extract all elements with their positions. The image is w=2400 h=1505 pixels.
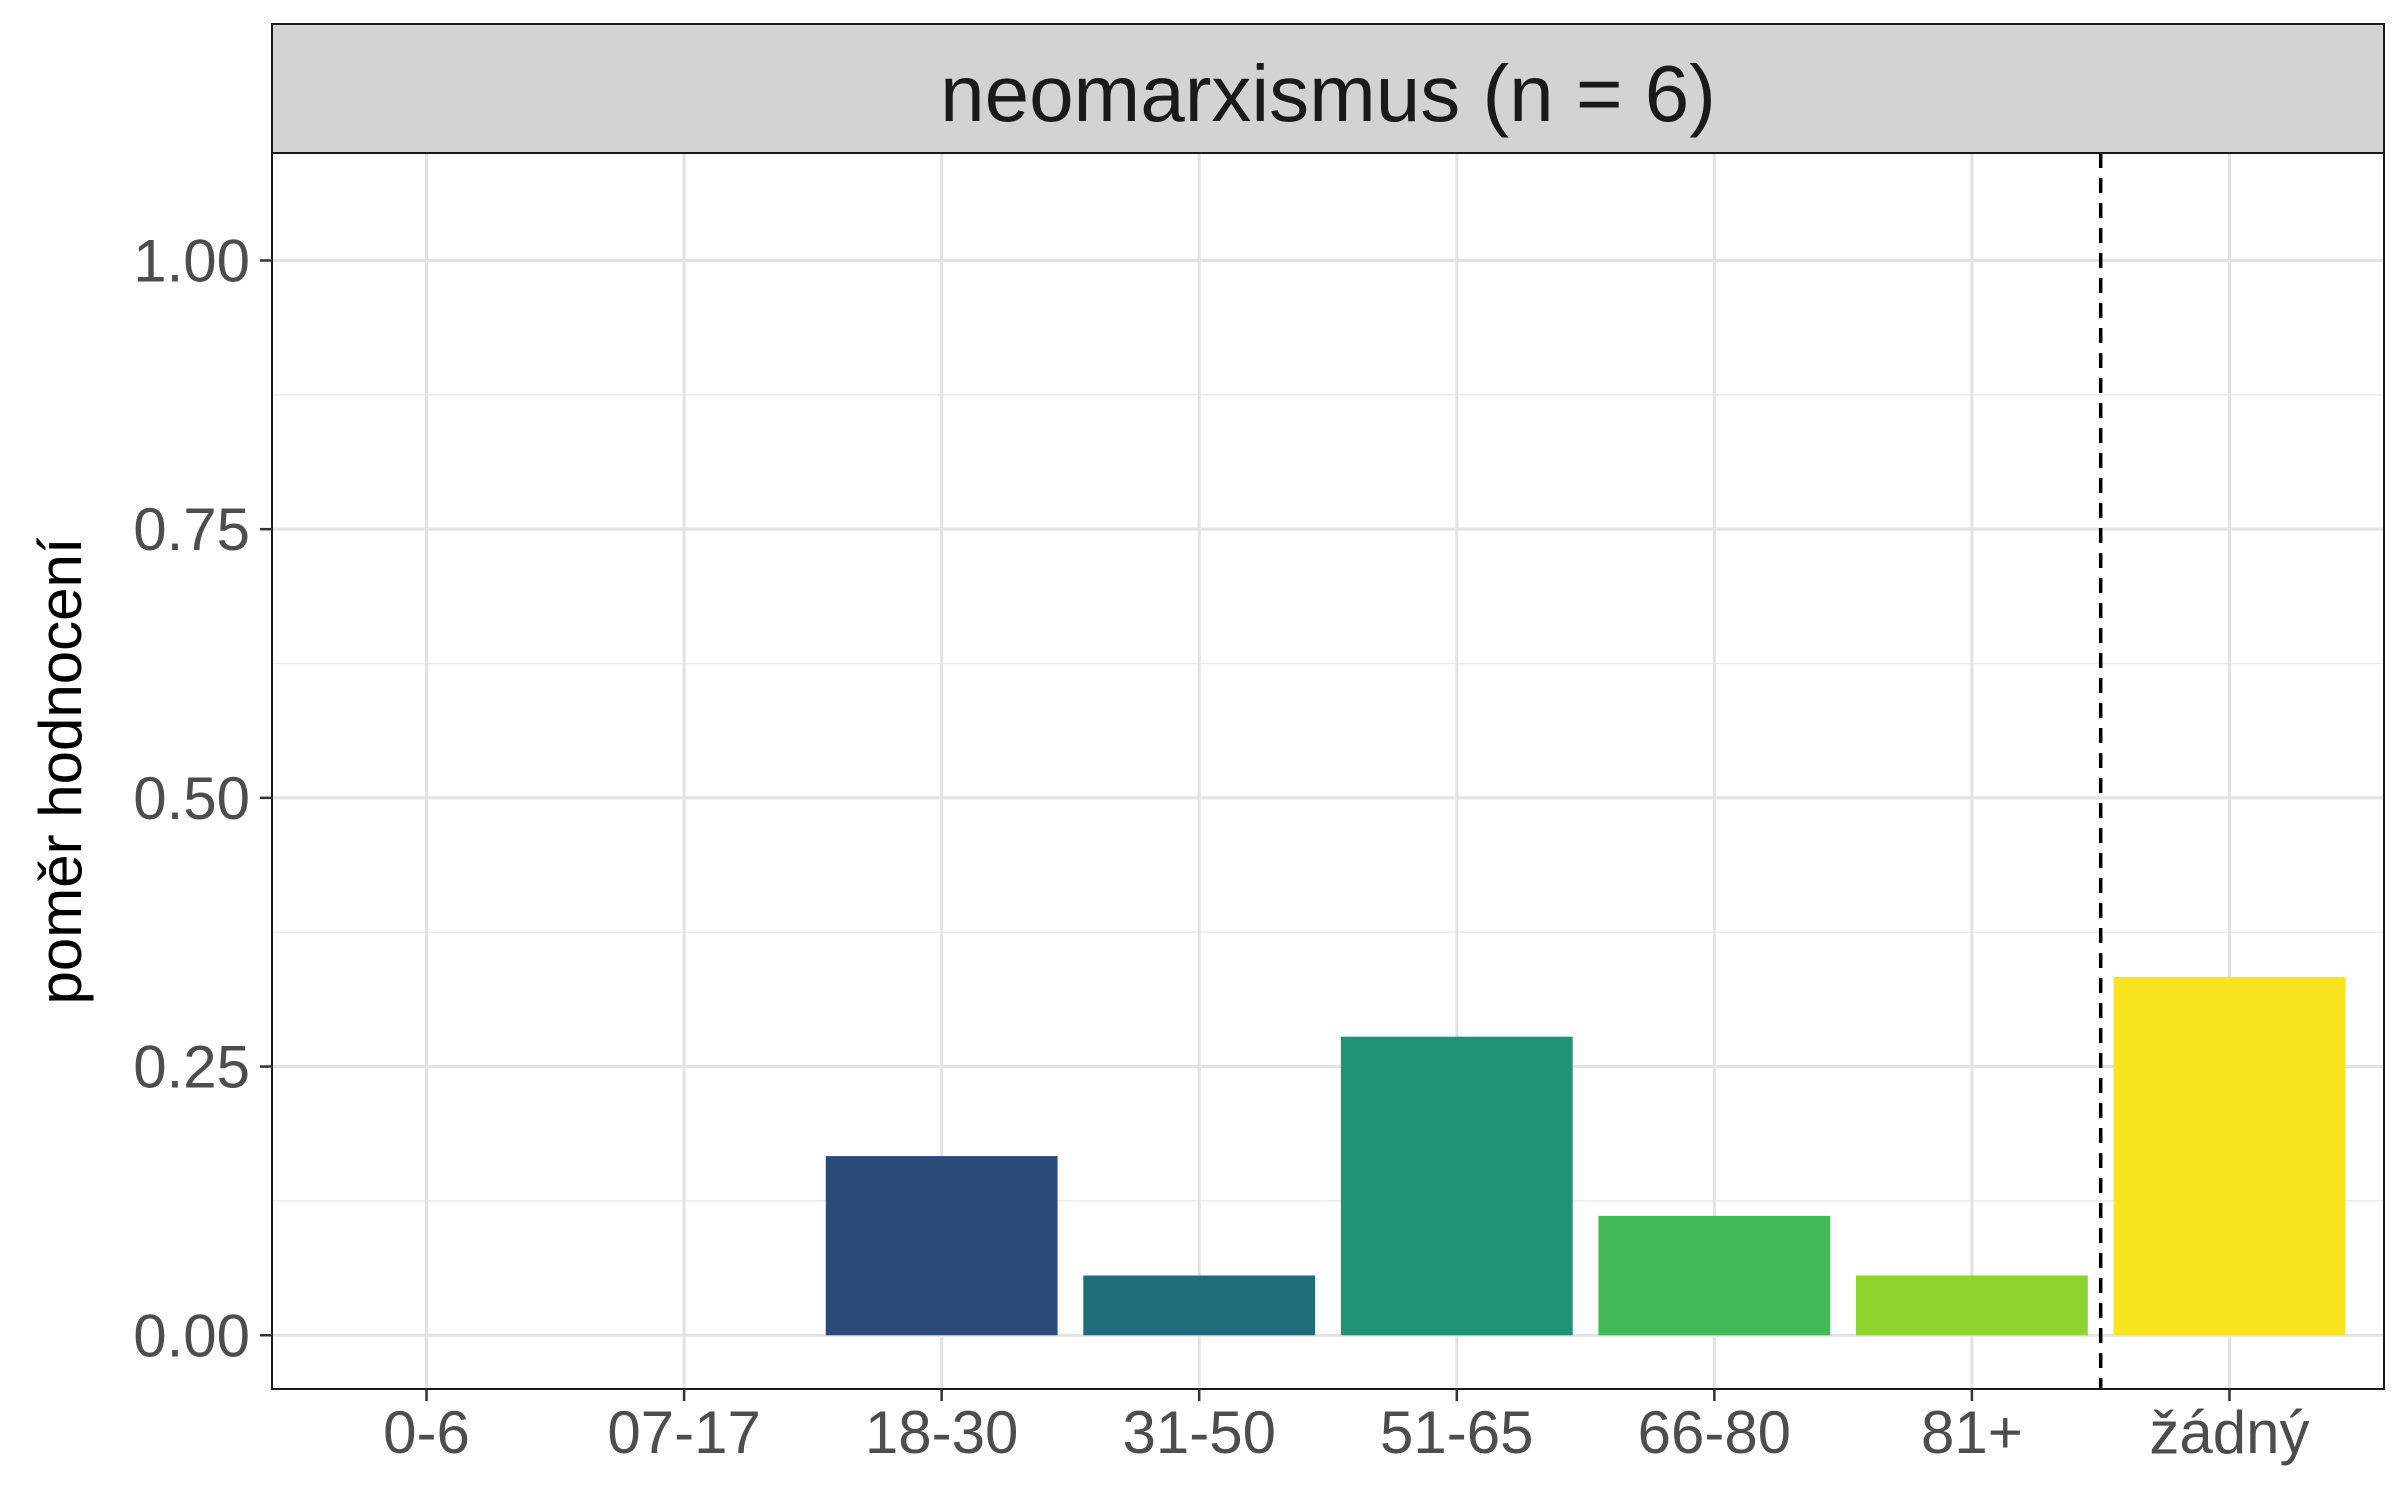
bar-81+ (1856, 1275, 2088, 1336)
y-axis: 0.00 0.25 0.50 0.75 1.00 (133, 227, 272, 1369)
x-tick-label: 81+ (1921, 1399, 2023, 1466)
x-tick-label: 51-65 (1380, 1399, 1533, 1466)
x-tick-label: 66-80 (1638, 1399, 1791, 1466)
bar-18-30 (825, 1156, 1058, 1336)
x-tick-label: 18-30 (865, 1399, 1018, 1466)
y-tick-label: 1.00 (133, 227, 250, 294)
bar-žádný (2113, 977, 2346, 1336)
x-tick-label: 0-6 (383, 1399, 470, 1466)
y-tick-label: 0.00 (133, 1302, 250, 1369)
grid-layer (272, 153, 2384, 1389)
x-tick-label: 07-17 (607, 1399, 760, 1466)
facet-strip-title: neomarxismus (n = 6) (940, 49, 1716, 138)
bar-layer (825, 977, 2346, 1336)
bar-66-80 (1598, 1215, 1831, 1336)
y-tick-label: 0.75 (133, 496, 250, 563)
y-tick-label: 0.25 (133, 1034, 250, 1101)
plot-panel-border (271, 152, 2385, 1390)
x-axis: 0-6 07-17 18-30 31-50 51-65 66-80 81+ žádný (383, 1389, 2310, 1466)
y-axis-title: poměr hodnocení (27, 537, 94, 1004)
facet-strip (271, 23, 2385, 154)
bar-31-50 (1083, 1275, 1316, 1336)
x-tick-label: žádný (2149, 1399, 2309, 1466)
bar-51-65 (1340, 1036, 1573, 1336)
y-tick-label: 0.50 (133, 765, 250, 832)
x-tick-label: 31-50 (1122, 1399, 1275, 1466)
plot-panel (272, 153, 2384, 1389)
